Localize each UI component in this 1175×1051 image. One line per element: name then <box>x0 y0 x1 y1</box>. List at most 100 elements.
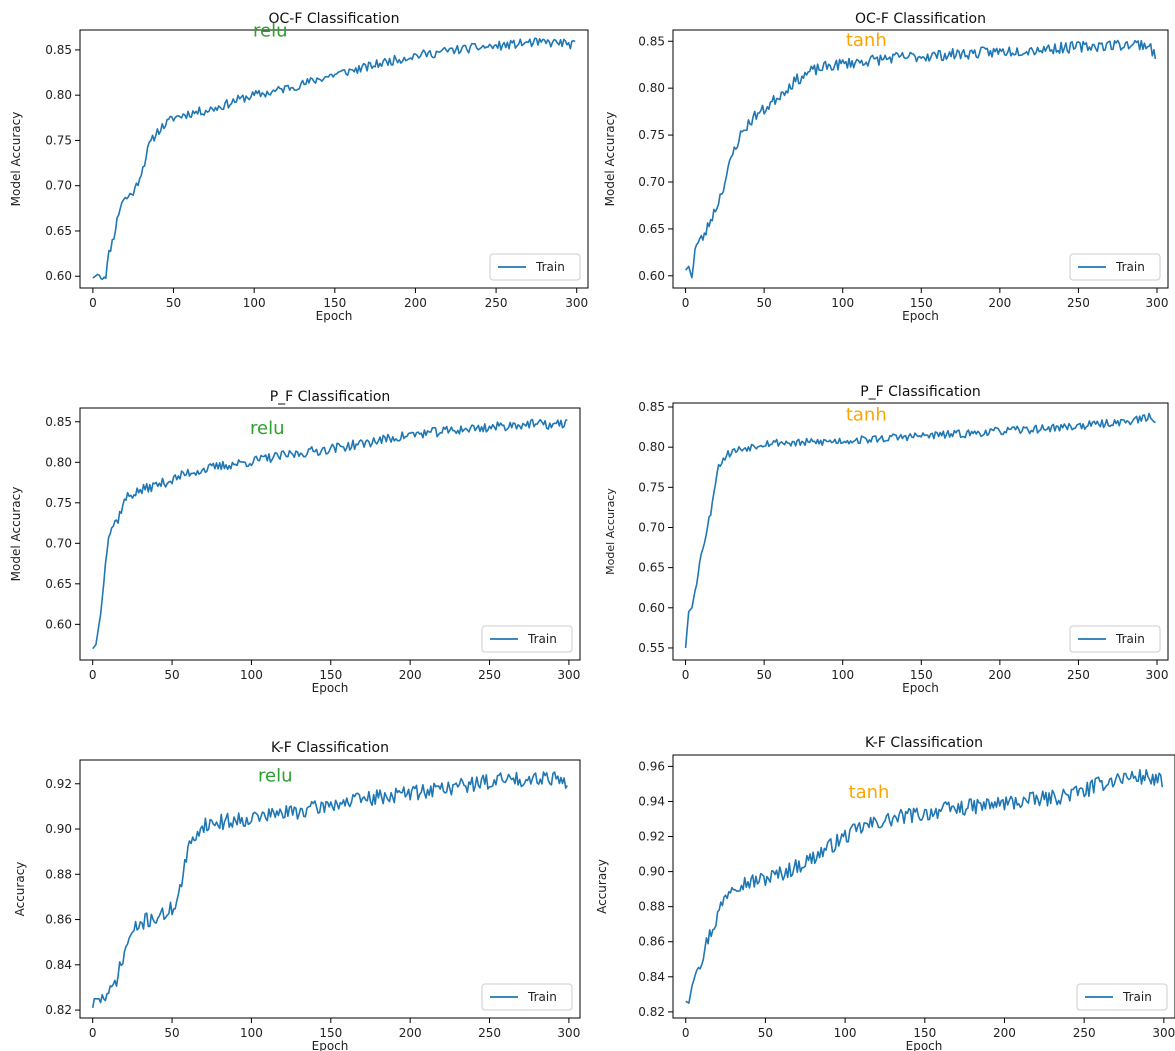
x-tick-label: 300 <box>1146 296 1169 310</box>
y-tick-label: 0.65 <box>638 222 665 236</box>
x-tick-label: 200 <box>988 296 1011 310</box>
x-axis-label: Epoch <box>312 681 349 695</box>
y-tick-label: 0.60 <box>45 269 72 283</box>
y-tick-label: 0.60 <box>638 269 665 283</box>
chart-title: P_F Classification <box>270 389 391 405</box>
axes-frame <box>672 29 1169 289</box>
y-axis-label: Model Accuracy <box>9 112 23 207</box>
series-line-train <box>92 418 568 650</box>
y-tick-label: 0.70 <box>45 536 72 550</box>
x-axis-label: Epoch <box>902 309 939 323</box>
legend-label: Train <box>1115 260 1145 274</box>
x-tick-label: 0 <box>89 1026 97 1040</box>
series-line-train <box>684 412 1156 649</box>
y-axis-label: Model Accuracy <box>604 488 617 575</box>
x-tick-label: 300 <box>557 668 580 682</box>
legend-label: Train <box>535 260 565 274</box>
y-tick-label: 0.75 <box>45 496 72 510</box>
y-axis-label: Accuracy <box>13 862 27 917</box>
axes-frame <box>79 759 581 1019</box>
x-tick-label: 200 <box>399 1026 422 1040</box>
activation-annotation: tanh <box>846 30 887 51</box>
y-axis-label: Accuracy <box>595 859 609 914</box>
y-tick-label: 0.70 <box>638 175 665 189</box>
x-tick-label: 50 <box>758 1026 773 1040</box>
x-tick-label: 100 <box>243 296 266 310</box>
chart-title: OC-F Classification <box>855 11 986 27</box>
subplot-4: 0 50 100 150 200 250 300 0.55 0.60 0.65 0.70 0.75 0.… <box>604 384 1169 695</box>
chart-title: K-F Classification <box>271 740 389 756</box>
y-axis-label: Model Accuracy <box>9 487 23 582</box>
x-tick-label: 50 <box>164 1026 179 1040</box>
x-tick-label: 150 <box>910 668 933 682</box>
x-tick-label: 250 <box>1073 1026 1096 1040</box>
legend <box>1076 983 1168 1011</box>
x-tick-label: 300 <box>557 1026 580 1040</box>
x-tick-label: 50 <box>757 668 772 682</box>
legend <box>481 983 573 1011</box>
legend-label: Train <box>527 990 557 1004</box>
y-tick-label: 0.82 <box>45 1003 72 1017</box>
x-tick-label: 200 <box>988 668 1011 682</box>
x-axis-label: Epoch <box>902 681 939 695</box>
chart-title: K-F Classification <box>865 735 983 751</box>
legend <box>1069 625 1161 653</box>
y-tick-label: 0.60 <box>638 601 665 615</box>
series-line-train <box>91 771 568 1008</box>
x-tick-label: 150 <box>323 296 346 310</box>
y-tick-label: 0.80 <box>638 440 665 454</box>
y-tick-label: 0.85 <box>638 34 665 48</box>
y-tick-label: 0.94 <box>638 794 665 808</box>
legend <box>481 625 573 653</box>
y-tick-label: 0.84 <box>638 970 665 984</box>
subplot-3: 0 50 100 150 200 250 300 0.60 0.65 0.70 0.75 0.80 0.… <box>9 389 581 695</box>
y-axis-label: Model Accuracy <box>603 112 617 207</box>
legend <box>489 253 581 281</box>
x-tick-label: 100 <box>240 1026 263 1040</box>
y-tick-label: 0.65 <box>638 561 665 575</box>
x-tick-label: 50 <box>164 668 179 682</box>
y-tick-label: 0.65 <box>45 224 72 238</box>
axes-frame <box>672 754 1175 1019</box>
y-tick-label: 0.86 <box>45 913 72 927</box>
y-tick-label: 0.90 <box>45 822 72 836</box>
y-tick-label: 0.75 <box>45 133 72 147</box>
x-tick-label: 300 <box>1146 668 1169 682</box>
legend-label: Train <box>1122 990 1152 1004</box>
x-tick-label: 250 <box>1067 296 1090 310</box>
y-tick-label: 0.96 <box>638 759 665 773</box>
series-line-train <box>685 769 1164 1004</box>
y-tick-label: 0.60 <box>45 617 72 631</box>
y-tick-label: 0.90 <box>638 865 665 879</box>
x-tick-label: 150 <box>910 296 933 310</box>
x-tick-label: 100 <box>834 1026 857 1040</box>
legend-label: Train <box>1115 632 1145 646</box>
y-tick-label: 0.75 <box>638 480 665 494</box>
x-tick-label: 0 <box>89 668 97 682</box>
y-tick-label: 0.75 <box>638 128 665 142</box>
x-tick-label: 250 <box>1067 668 1090 682</box>
x-tick-label: 300 <box>1152 1026 1175 1040</box>
x-tick-label: 0 <box>89 296 97 310</box>
chart-title: OC-F Classification <box>269 11 400 27</box>
x-tick-label: 100 <box>240 668 263 682</box>
x-tick-label: 50 <box>757 296 772 310</box>
x-tick-label: 200 <box>993 1026 1016 1040</box>
x-tick-label: 100 <box>831 668 854 682</box>
activation-annotation: relu <box>258 766 293 787</box>
x-tick-label: 250 <box>478 1026 501 1040</box>
y-tick-label: 0.88 <box>638 900 665 914</box>
y-tick-label: 0.85 <box>45 43 72 57</box>
y-tick-label: 0.80 <box>45 88 72 102</box>
subplot-6: 0 50 100 150 200 250 300 0.82 0.84 0.86 0.88 0.90 0.… <box>595 735 1175 1051</box>
legend-label: Train <box>527 632 557 646</box>
x-axis-label: Epoch <box>316 309 353 323</box>
activation-annotation: relu <box>250 418 285 439</box>
x-tick-label: 100 <box>831 296 854 310</box>
axes-frame <box>79 29 589 289</box>
activation-annotation: relu <box>253 20 288 41</box>
y-tick-label: 0.84 <box>45 958 72 972</box>
y-tick-label: 0.65 <box>45 577 72 591</box>
subplot-5: 0 50 100 150 200 250 300 0.82 0.84 0.86 0.88 0.90 0.… <box>13 740 581 1051</box>
